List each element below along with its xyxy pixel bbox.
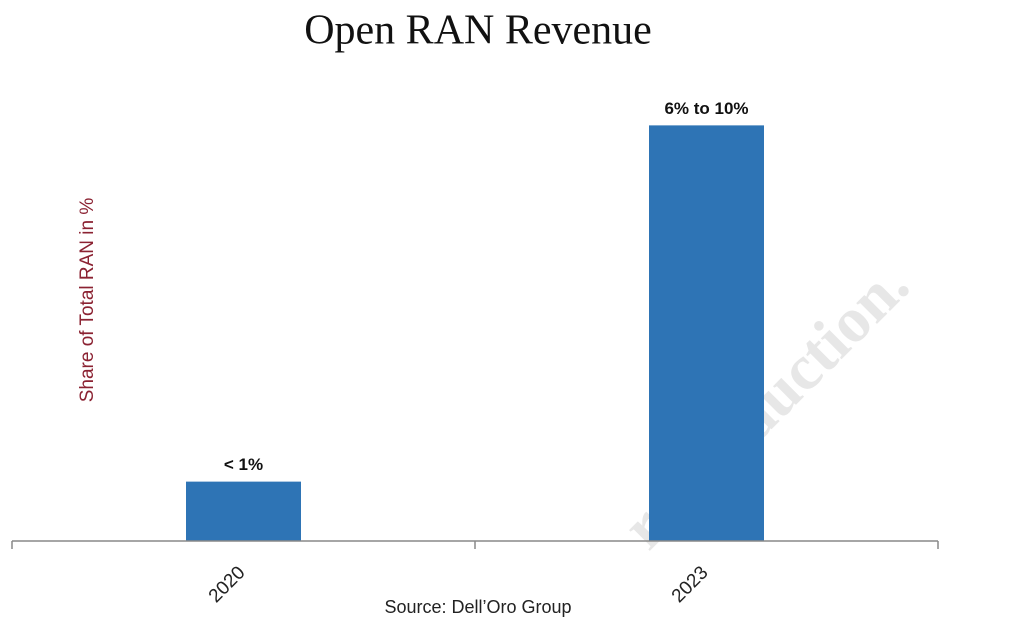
x-tick-label: 2023 bbox=[668, 562, 713, 607]
y-axis-label: Share of Total RAN in % bbox=[77, 198, 98, 403]
data-label: 6% to 10% bbox=[664, 99, 748, 118]
chart-title: Open RAN Revenue bbox=[304, 8, 652, 54]
data-label: < 1% bbox=[224, 455, 263, 474]
bar bbox=[186, 481, 301, 541]
source-note: Source: Dell’Oro Group bbox=[384, 597, 571, 617]
x-tick-label: 2020 bbox=[205, 562, 250, 607]
bar bbox=[649, 125, 764, 541]
plot-area bbox=[186, 125, 764, 541]
